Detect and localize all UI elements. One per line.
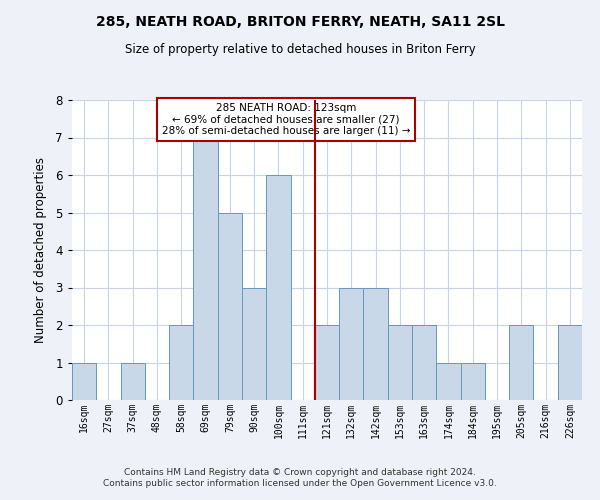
Bar xyxy=(388,325,412,400)
Bar xyxy=(169,325,193,400)
Text: Size of property relative to detached houses in Briton Ferry: Size of property relative to detached ho… xyxy=(125,42,475,56)
Bar xyxy=(509,325,533,400)
Bar xyxy=(266,175,290,400)
Text: Contains HM Land Registry data © Crown copyright and database right 2024.
Contai: Contains HM Land Registry data © Crown c… xyxy=(103,468,497,487)
Bar xyxy=(558,325,582,400)
Bar xyxy=(218,212,242,400)
Bar xyxy=(436,362,461,400)
Bar xyxy=(364,288,388,400)
Bar xyxy=(72,362,96,400)
Bar xyxy=(242,288,266,400)
Bar xyxy=(412,325,436,400)
Bar xyxy=(461,362,485,400)
Text: 285, NEATH ROAD, BRITON FERRY, NEATH, SA11 2SL: 285, NEATH ROAD, BRITON FERRY, NEATH, SA… xyxy=(95,15,505,29)
Bar xyxy=(193,138,218,400)
Bar xyxy=(121,362,145,400)
Y-axis label: Number of detached properties: Number of detached properties xyxy=(34,157,47,343)
Bar xyxy=(315,325,339,400)
Bar xyxy=(339,288,364,400)
Text: 285 NEATH ROAD: 123sqm
← 69% of detached houses are smaller (27)
28% of semi-det: 285 NEATH ROAD: 123sqm ← 69% of detached… xyxy=(162,103,410,136)
